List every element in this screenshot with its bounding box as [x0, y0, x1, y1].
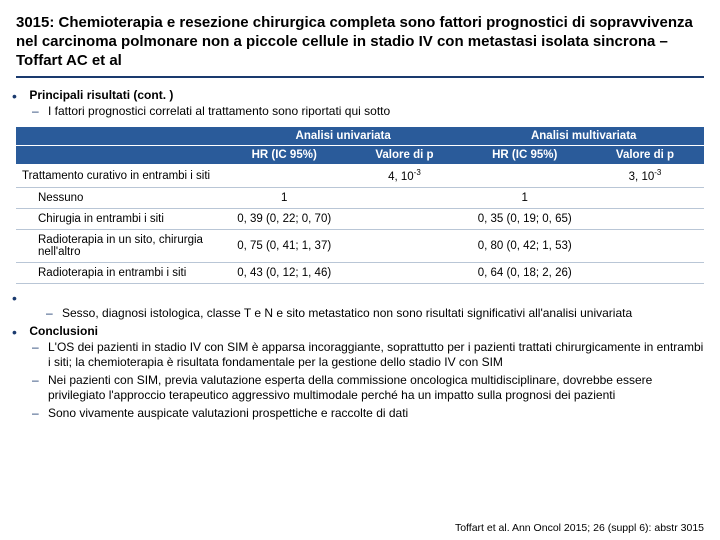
row-label: Chirugia in entrambi i siti: [16, 209, 223, 230]
slide-title: 3015: Chemioterapia e resezione chirurgi…: [16, 14, 704, 70]
conclusions-list: L'OS dei pazienti in stadio IV con SIM è…: [26, 340, 704, 421]
row-label: Trattamento curativo in entrambi i siti: [16, 164, 223, 187]
table-body: Trattamento curativo in entrambi i siti 4…: [16, 164, 704, 283]
th-mul-p: Valore di p: [586, 146, 704, 165]
cell: [345, 230, 463, 263]
table-row: Nessuno11: [16, 188, 704, 209]
cell: [345, 188, 463, 209]
th-uni-p: Valore di p: [345, 146, 463, 165]
conclusion-item: Nei pazienti con SIM, previa valutazione…: [48, 373, 704, 403]
row-label: Radioterapia in entrambi i siti: [16, 263, 223, 284]
cell: [586, 263, 704, 284]
cell: 4, 10-3: [345, 164, 463, 187]
th-multivariate: Analisi multivariata: [463, 127, 704, 146]
cell: 0, 80 (0, 42; 1, 53): [463, 230, 586, 263]
row-label: Nessuno: [16, 188, 223, 209]
section-heading: Principali risultati (cont. ): [29, 88, 173, 102]
cell: 0, 75 (0, 41; 1, 37): [223, 230, 346, 263]
cell: 1: [223, 188, 346, 209]
cell: [463, 164, 586, 187]
post-table-sub: Sesso, diagnosi istologica, classe T e N…: [62, 306, 704, 321]
cell: 0, 64 (0, 18; 2, 26): [463, 263, 586, 284]
cell: 1: [463, 188, 586, 209]
cell: 0, 35 (0, 19; 0, 65): [463, 209, 586, 230]
cell: [223, 164, 346, 187]
cell: 3, 10-3: [586, 164, 704, 187]
table-row: Radioterapia in entrambi i siti0, 43 (0,…: [16, 263, 704, 284]
th-uni-hr: HR (IC 95%): [223, 146, 346, 165]
bullet-list: Principali risultati (cont. ) I fattori …: [16, 88, 704, 119]
row-label: Radioterapia in un sito, chirurgia nell'…: [16, 230, 223, 263]
th-blank2: [16, 146, 223, 165]
conclusion-item: Sono vivamente auspicate valutazioni pro…: [48, 406, 704, 421]
results-table: Analisi univariata Analisi multivariata …: [16, 127, 704, 284]
bullet-list-2: Sesso, diagnosi istologica, classe T e N…: [16, 290, 704, 421]
sub-bullet: I fattori prognostici correlati al tratt…: [48, 104, 704, 119]
th-blank: [16, 127, 223, 146]
citation: Toffart et al. Ann Oncol 2015; 26 (suppl…: [455, 522, 704, 534]
conclusions-heading: Conclusioni: [29, 324, 98, 338]
table-row: Trattamento curativo in entrambi i siti 4…: [16, 164, 704, 187]
cell: [586, 188, 704, 209]
cell: [345, 209, 463, 230]
cell: 0, 43 (0, 12; 1, 46): [223, 263, 346, 284]
cell: [345, 263, 463, 284]
title-rule: [16, 76, 704, 78]
cell: [586, 209, 704, 230]
th-mul-hr: HR (IC 95%): [463, 146, 586, 165]
table-row: Radioterapia in un sito, chirurgia nell'…: [16, 230, 704, 263]
th-univariate: Analisi univariata: [223, 127, 464, 146]
table-row: Chirugia in entrambi i siti0, 39 (0, 22;…: [16, 209, 704, 230]
cell: [586, 230, 704, 263]
cell: 0, 39 (0, 22; 0, 70): [223, 209, 346, 230]
conclusion-item: L'OS dei pazienti in stadio IV con SIM è…: [48, 340, 704, 370]
